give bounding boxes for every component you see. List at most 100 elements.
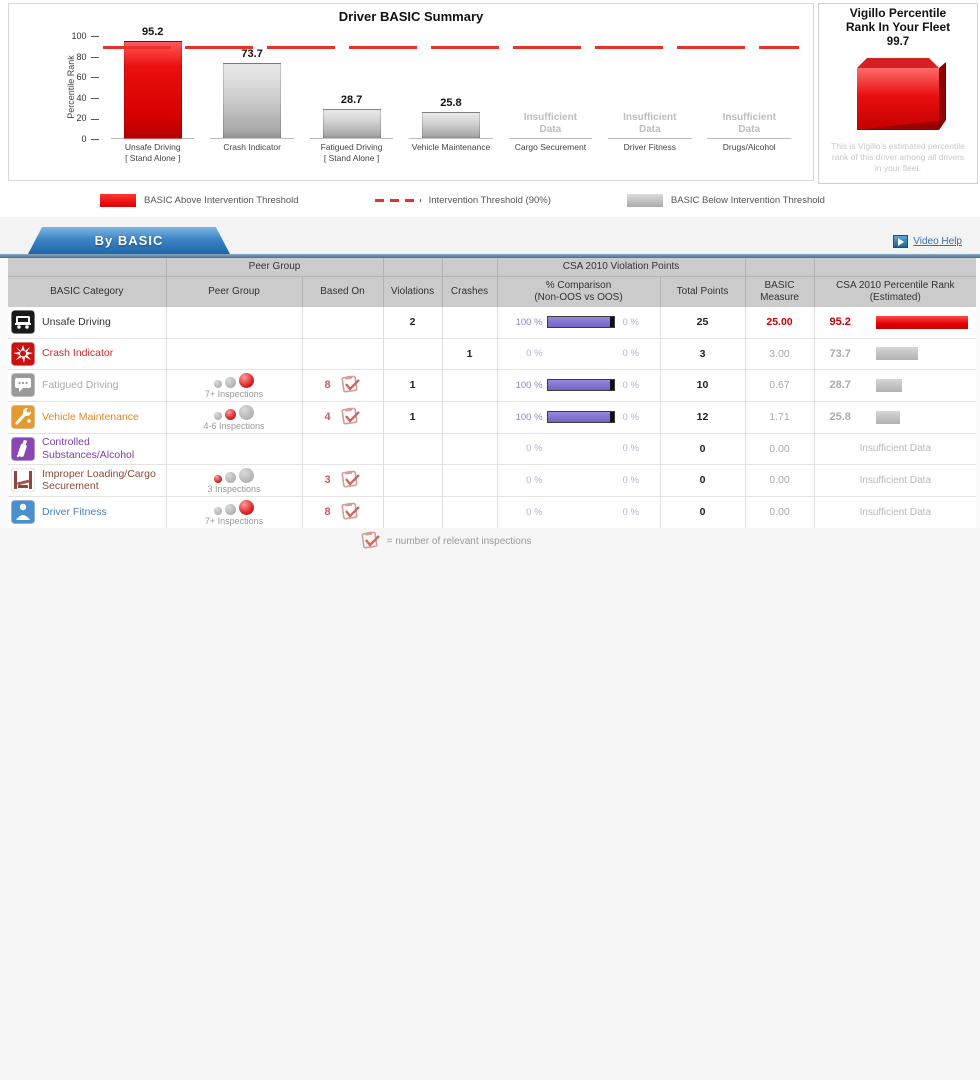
- header-peer-group: Peer Group: [165, 276, 302, 307]
- total-points-value: 0: [699, 506, 706, 518]
- cell-percentile-rank: 25.8: [813, 400, 977, 433]
- category-cell-content: Fatigued Driving: [11, 373, 163, 397]
- cell-based-on: 4: [301, 400, 384, 433]
- header-spacer: [813, 258, 977, 277]
- non-oos-percent: 0 %: [526, 443, 543, 454]
- cell-basic-category[interactable]: Crash Indicator: [8, 337, 166, 369]
- comparison-bar: [546, 411, 615, 423]
- y-tick: 20: [76, 113, 99, 123]
- x-axis-segment: [707, 138, 791, 139]
- cell-violations: 2: [382, 307, 443, 338]
- insufficient-data-label: Insufficient Data: [523, 112, 578, 135]
- video-help-label[interactable]: Video Help: [913, 236, 962, 247]
- legend-item: Intervention Threshold (90%): [374, 195, 551, 206]
- by-basic-table: Peer Group CSA 2010 Violation Points BAS…: [8, 258, 977, 528]
- rank-bar: [875, 347, 918, 360]
- non-oos-percent: 100 %: [515, 316, 543, 328]
- clipboard-check-icon: [359, 531, 381, 552]
- tab-by-basic[interactable]: By BASIC: [28, 227, 230, 254]
- oos-percent: 0 %: [622, 316, 639, 328]
- table-row: Controlled Substances/Alcohol 0 % 0 % 0 0.00…: [8, 432, 977, 464]
- peer-circle-active: [239, 372, 254, 388]
- cell-basic-measure: 1.71: [744, 400, 815, 433]
- header-violations: Violations: [382, 276, 443, 307]
- header-basic-category: BASIC Category: [8, 276, 166, 307]
- video-help-link[interactable]: Video Help: [893, 235, 962, 248]
- cell-basic-measure: 0.00: [744, 432, 815, 464]
- video-play-icon: [893, 235, 909, 248]
- header-based-on: Based On: [301, 276, 384, 307]
- clipboard-check-icon: [339, 470, 361, 491]
- peer-group-indicator: 7+ Inspections: [170, 499, 299, 526]
- peer-circle-inactive: [225, 503, 236, 515]
- basic-bar-below-threshold[interactable]: [223, 63, 282, 139]
- cell-peer-group: 7+ Inspections: [165, 368, 302, 401]
- bar-value-label: 73.7: [241, 48, 263, 60]
- peer-circle-active: [214, 474, 222, 483]
- chart-category-labels: Unsafe Driving[ Stand Alone ] Crash Indic…: [103, 142, 799, 163]
- comparison-content: 0 % 0 %: [501, 507, 657, 518]
- basic-bar-below-threshold[interactable]: [421, 112, 480, 139]
- oos-percent: 0 %: [622, 506, 639, 518]
- based-on-count: 8: [324, 506, 331, 518]
- comparison-bar-zone: [543, 411, 619, 423]
- rank-value: 73.7: [829, 347, 851, 360]
- cell-peer-group: 7+ Inspections: [165, 495, 302, 528]
- header-spacer: [744, 258, 815, 277]
- rank-bar: [875, 378, 902, 392]
- header-total-points: Total Points: [659, 276, 746, 307]
- cell-basic-category[interactable]: Controlled Substances/Alcohol: [8, 432, 166, 464]
- header-comparison-line1: % Comparison: [545, 280, 612, 291]
- table-row: Vehicle Maintenance 4-6 Inspections 4 1 100 …: [8, 400, 977, 433]
- peer-size-circles: [214, 404, 254, 420]
- category-label: Driver Fitness: [42, 505, 107, 518]
- peer-group-label: 7+ Inspections: [204, 515, 264, 526]
- peer-size-circles: [214, 499, 254, 515]
- cell-basic-category[interactable]: Driver Fitness: [8, 495, 166, 528]
- peer-circle-inactive: [239, 467, 254, 483]
- violations-count: 2: [409, 316, 416, 329]
- insufficient-data-label: Insufficient Data: [722, 112, 776, 135]
- cell-percent-comparison: 0 % 0 %: [496, 495, 661, 528]
- category-cell-content: Unsafe Driving: [11, 310, 163, 335]
- cell-basic-category[interactable]: Vehicle Maintenance: [8, 400, 166, 433]
- peer-circle-inactive: [225, 471, 236, 483]
- cell-percentile-rank: 95.2: [813, 307, 977, 338]
- header-crashes: Crashes: [441, 276, 498, 307]
- total-points-value: 12: [696, 411, 709, 423]
- table-row: Improper Loading/Cargo Securement 3 Inspe…: [8, 463, 977, 496]
- cell-violations: [382, 495, 443, 528]
- cell-total-points: 3: [659, 337, 746, 369]
- cell-basic-category[interactable]: Fatigued Driving: [8, 368, 166, 401]
- peer-circle-inactive: [225, 376, 236, 388]
- y-tick: 60: [76, 72, 99, 82]
- non-oos-percent: 0 %: [526, 474, 543, 486]
- header-measure-line2: Measure: [760, 292, 799, 303]
- red-cube-icon: [819, 50, 977, 140]
- based-on-content: 4: [306, 407, 380, 428]
- x-axis-segment: [608, 138, 692, 139]
- cell-crashes: 1: [441, 337, 498, 369]
- cell-percentile-rank: Insufficient Data: [813, 495, 977, 528]
- cell-total-points: 25: [659, 307, 746, 338]
- basic-bar-below-threshold[interactable]: [322, 109, 381, 139]
- chart-category-slot: 95.2: [103, 26, 202, 139]
- category-cell-content: Vehicle Maintenance: [11, 405, 163, 429]
- footer-strip: = number of relevant inspections: [0, 527, 980, 1080]
- oos-percent: 0 %: [622, 443, 639, 454]
- clipboard-check-icon: [339, 375, 361, 396]
- bar-value-label: 25.8: [440, 97, 462, 109]
- header-spacer: [441, 258, 498, 277]
- category-label: Crash Indicator: [42, 347, 114, 360]
- cell-violations: [382, 432, 443, 464]
- rank-content: 25.8: [818, 410, 974, 424]
- cell-basic-category[interactable]: Unsafe Driving: [8, 307, 166, 338]
- peer-size-circles: [214, 467, 254, 483]
- cell-basic-category[interactable]: Improper Loading/Cargo Securement: [8, 463, 166, 496]
- clipboard-check-icon: [339, 502, 361, 523]
- cell-percentile-rank: Insufficient Data: [813, 432, 977, 464]
- cell-basic-measure: 0.00: [744, 463, 815, 496]
- basic-bar-above-threshold[interactable]: [123, 41, 182, 139]
- chart-category-slot: 25.8: [401, 36, 500, 139]
- rank-value: 95.2: [829, 316, 851, 329]
